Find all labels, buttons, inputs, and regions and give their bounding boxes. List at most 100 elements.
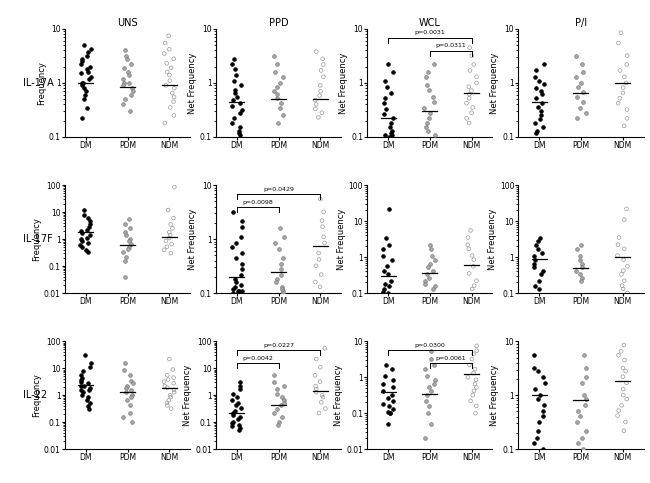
Point: [76, 237, 86, 245]
Point: [471, 277, 482, 284]
Point: [226, 119, 237, 127]
Point: [531, 67, 541, 74]
Point: [84, 399, 95, 407]
Point: [120, 256, 130, 264]
Point: [386, 133, 396, 141]
Point: [531, 241, 541, 249]
Point: [469, 282, 479, 289]
Point: [227, 390, 238, 398]
Point: [160, 382, 170, 390]
Point: [315, 283, 325, 291]
Point: [468, 263, 478, 270]
Point: [573, 83, 583, 91]
Point: [82, 234, 92, 242]
Point: [577, 434, 588, 442]
Point: [426, 355, 436, 363]
Point: [464, 94, 474, 102]
Point: [311, 100, 321, 108]
Point: [269, 409, 280, 417]
Point: [237, 260, 247, 268]
Point: [467, 252, 477, 259]
Point: [227, 418, 238, 426]
Point: [378, 387, 388, 395]
Point: [538, 373, 548, 381]
Point: [471, 73, 482, 81]
Point: [165, 391, 176, 399]
Point: [539, 401, 549, 409]
Point: [269, 371, 280, 379]
Point: [530, 385, 541, 393]
Text: p=0.0311: p=0.0311: [436, 43, 466, 48]
Point: [384, 133, 394, 141]
Point: [383, 60, 393, 68]
Point: [318, 233, 329, 241]
Point: [123, 245, 133, 253]
Point: [536, 99, 547, 107]
Point: [162, 243, 172, 251]
Point: [166, 393, 176, 401]
Point: [540, 80, 550, 88]
Point: [315, 378, 325, 385]
Point: [236, 404, 246, 412]
Point: [166, 240, 177, 248]
Point: [621, 395, 632, 403]
Point: [471, 342, 482, 350]
Point: [422, 82, 432, 89]
Point: [536, 270, 547, 278]
Point: [83, 214, 94, 222]
Point: [616, 270, 627, 278]
Point: [613, 99, 623, 107]
Point: [318, 393, 328, 401]
Point: [83, 249, 93, 256]
Point: [118, 100, 129, 108]
Point: [529, 263, 539, 271]
Point: [311, 382, 321, 390]
Point: [118, 413, 129, 421]
Point: [419, 104, 430, 112]
Point: [120, 228, 130, 236]
Point: [159, 378, 169, 385]
Point: [387, 131, 398, 139]
Point: [578, 391, 589, 399]
Point: [227, 102, 237, 110]
Point: [228, 208, 239, 216]
Point: [319, 239, 330, 247]
Point: [81, 87, 91, 95]
Point: [168, 214, 179, 222]
Point: [571, 52, 581, 59]
Point: [465, 227, 476, 234]
Point: [119, 366, 129, 373]
Point: [534, 418, 544, 426]
Point: [79, 95, 89, 103]
Point: [272, 421, 283, 429]
Point: [121, 253, 131, 261]
Point: [464, 44, 474, 52]
Point: [315, 363, 326, 371]
Point: [233, 289, 243, 297]
Point: [613, 352, 623, 359]
Point: [237, 287, 247, 295]
Point: [575, 412, 586, 419]
Point: [235, 378, 245, 385]
Point: [529, 260, 539, 268]
Point: [622, 52, 632, 59]
Point: [230, 283, 240, 291]
Point: [531, 94, 541, 102]
Point: [275, 104, 285, 112]
Point: [320, 344, 330, 352]
Point: [388, 405, 398, 413]
Point: [237, 217, 247, 225]
Point: [229, 55, 239, 63]
Point: [310, 371, 320, 379]
Point: [120, 46, 131, 54]
Point: [311, 385, 322, 393]
Point: [230, 239, 240, 247]
Point: [621, 205, 632, 213]
Point: [124, 107, 135, 115]
Point: [164, 45, 174, 53]
Point: [388, 384, 398, 391]
Point: [533, 427, 543, 435]
Y-axis label: Net Frequency: Net Frequency: [488, 208, 497, 270]
Point: [276, 413, 287, 421]
Point: [278, 287, 288, 295]
